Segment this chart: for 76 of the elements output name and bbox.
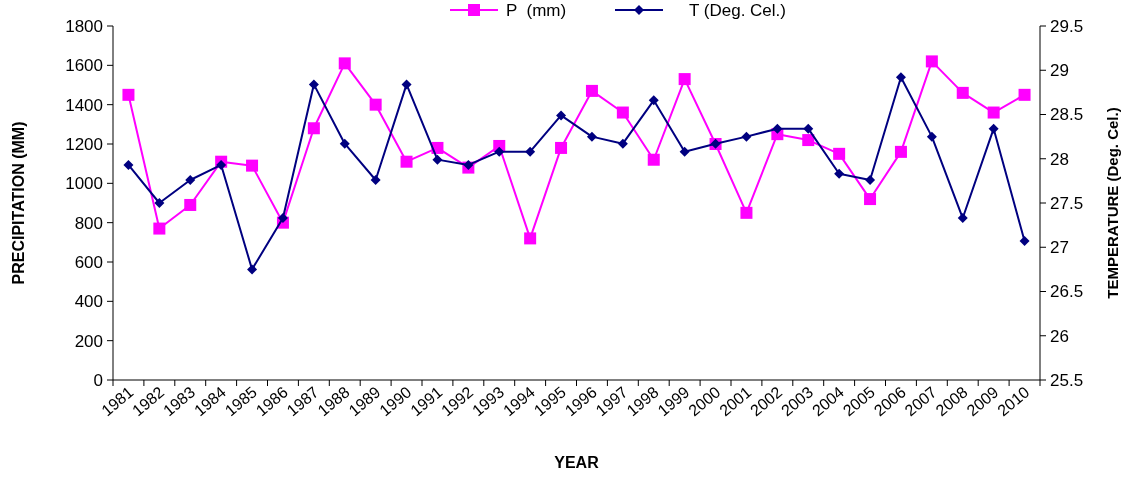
- point: [369, 98, 382, 111]
- y2-tick-label: 29.5: [1050, 16, 1084, 36]
- legend-label: T (Deg. Cel.): [689, 0, 786, 20]
- point: [679, 146, 690, 157]
- point: [648, 95, 659, 106]
- point: [401, 79, 412, 90]
- y2-tick-label: 29: [1050, 61, 1069, 81]
- point: [339, 138, 350, 149]
- point: [184, 198, 197, 211]
- point: [894, 145, 907, 158]
- point: [956, 86, 969, 99]
- legend-label: P (mm): [506, 0, 567, 20]
- point: [370, 174, 381, 185]
- point: [216, 159, 227, 170]
- point: [741, 131, 752, 142]
- y-tick-label: 1800: [65, 16, 103, 36]
- y-axis-title: PRECIPITATION (MM): [10, 121, 27, 285]
- y-tick-label: 600: [74, 252, 103, 272]
- point: [1018, 88, 1031, 101]
- point: [1019, 236, 1030, 247]
- point: [833, 147, 846, 160]
- point: [987, 106, 1000, 119]
- y2-tick-label: 27.5: [1050, 193, 1084, 213]
- point: [277, 213, 288, 224]
- y-tick-label: 1200: [65, 134, 103, 154]
- point: [834, 168, 845, 179]
- y2-tick-label: 26.5: [1050, 282, 1084, 302]
- point: [678, 73, 691, 86]
- y2-axis-title: TEMPERATURE (Deg. Cel.): [1104, 107, 1121, 299]
- point: [865, 174, 876, 185]
- point: [247, 264, 258, 275]
- point: [463, 159, 474, 170]
- y-tick-label: 800: [74, 213, 103, 233]
- point: [803, 123, 814, 134]
- point: [525, 146, 536, 157]
- x-axis-title: YEAR: [554, 454, 600, 471]
- y2-tick-label: 27: [1050, 238, 1069, 258]
- point: [957, 213, 968, 224]
- point: [185, 174, 196, 185]
- point: [338, 57, 351, 70]
- point: [895, 72, 906, 83]
- point: [524, 232, 537, 245]
- point: [802, 134, 815, 147]
- point: [926, 131, 937, 142]
- point: [154, 198, 165, 208]
- y2-tick-label: 25.5: [1050, 370, 1084, 390]
- y-tick-label: 200: [74, 331, 103, 351]
- point: [772, 123, 783, 134]
- point: [432, 154, 443, 165]
- point: [925, 55, 938, 68]
- point: [123, 159, 134, 170]
- point: [864, 193, 877, 206]
- point: [647, 153, 660, 166]
- y-tick-label: 1000: [65, 174, 103, 194]
- y2-tick-label: 28: [1050, 149, 1069, 169]
- point: [122, 88, 135, 101]
- y-tick-label: 400: [74, 292, 103, 312]
- point: [153, 222, 166, 235]
- point: [555, 141, 568, 154]
- point: [494, 146, 505, 157]
- point: [585, 84, 598, 97]
- point: [740, 206, 753, 219]
- point: [988, 123, 999, 134]
- point: [617, 138, 628, 149]
- point: [586, 131, 597, 142]
- y-tick-label: 1600: [65, 56, 103, 76]
- point: [556, 110, 567, 121]
- point: [616, 106, 629, 119]
- point: [400, 155, 413, 168]
- y2-tick-label: 26: [1050, 326, 1069, 346]
- y2-tick-label: 28.5: [1050, 105, 1084, 125]
- point: [246, 159, 259, 172]
- y-tick-label: 1400: [65, 95, 103, 115]
- point: [307, 122, 320, 135]
- point: [308, 79, 319, 90]
- y-tick-label: 0: [93, 370, 103, 390]
